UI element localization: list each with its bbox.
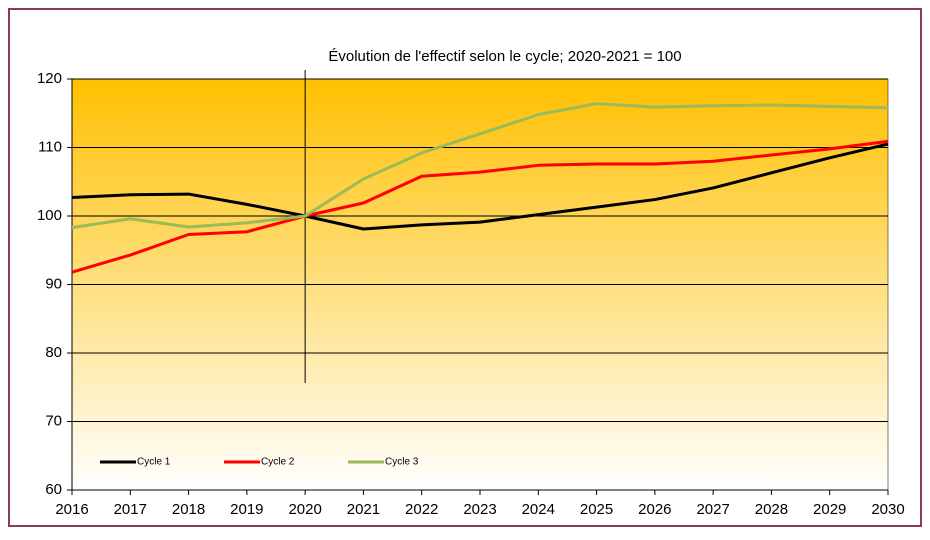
x-tick-label: 2027 — [696, 501, 729, 518]
chart-title: Évolution de l'effectif selon le cycle; … — [328, 48, 681, 65]
x-tick-label: 2026 — [638, 501, 671, 518]
x-tick-label: 2025 — [580, 501, 613, 518]
x-tick-label: 2021 — [347, 501, 380, 518]
y-tick-label: 60 — [45, 481, 62, 498]
x-tick-label: 2016 — [55, 501, 88, 518]
x-tick-label: 2028 — [755, 501, 788, 518]
legend-label: Cycle 1 — [137, 457, 171, 468]
x-tick-label: 2019 — [230, 501, 263, 518]
y-tick-label: 70 — [45, 412, 62, 429]
x-tick-label: 2030 — [871, 501, 904, 518]
legend-label: Cycle 3 — [385, 457, 419, 468]
y-tick-label: 90 — [45, 275, 62, 292]
x-tick-label: 2020 — [288, 501, 321, 518]
y-tick-label: 110 — [38, 138, 62, 155]
x-tick-label: 2017 — [114, 501, 147, 518]
x-tick-label: 2018 — [172, 501, 205, 518]
y-tick-label: 120 — [37, 70, 62, 87]
series-line — [71, 139, 889, 274]
x-tick-label: 2024 — [522, 501, 555, 518]
y-tick-label: 80 — [45, 344, 62, 361]
series-line — [71, 102, 889, 230]
x-tick-label: 2023 — [463, 501, 496, 518]
x-tick-label: 2029 — [813, 501, 846, 518]
series-line — [71, 142, 889, 231]
legend-label: Cycle 2 — [261, 457, 295, 468]
x-tick-label: 2022 — [405, 501, 438, 518]
y-tick-label: 100 — [37, 207, 62, 224]
